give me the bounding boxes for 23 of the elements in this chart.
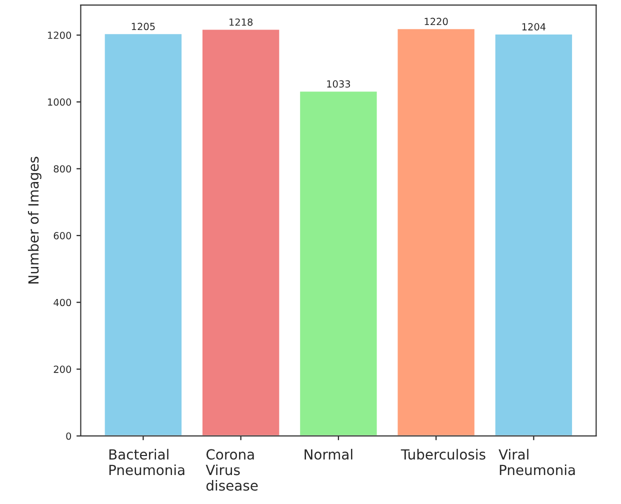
y-tick-label: 400 xyxy=(54,298,72,306)
x-tick-label: Normal xyxy=(304,448,352,460)
data-label: 1205 xyxy=(132,22,155,30)
x-tick-label: Corona Virus disease xyxy=(206,449,258,491)
y-axis-title: Number of Images xyxy=(28,156,42,284)
data-label: 1218 xyxy=(230,18,253,26)
y-tick-label: 800 xyxy=(54,165,72,173)
bar xyxy=(396,28,476,436)
x-tick-label: Viral Pneumonia xyxy=(498,448,575,476)
bar xyxy=(201,28,281,436)
data-label: 1204 xyxy=(522,23,546,30)
data-label: 1033 xyxy=(327,80,350,88)
bar xyxy=(494,33,574,436)
y-tick-label: 200 xyxy=(54,366,72,373)
y-tick-label: 1000 xyxy=(48,98,72,106)
bar xyxy=(298,90,378,436)
bar xyxy=(103,32,183,436)
x-tick-label: Tuberculosis xyxy=(400,448,486,460)
y-tick-label: 600 xyxy=(54,232,72,240)
x-tick-label: Bacterial Pneumonia xyxy=(109,448,184,476)
data-label: 1220 xyxy=(424,18,448,26)
y-tick-label: 0 xyxy=(66,432,72,440)
y-tick-label: 1200 xyxy=(48,32,72,39)
